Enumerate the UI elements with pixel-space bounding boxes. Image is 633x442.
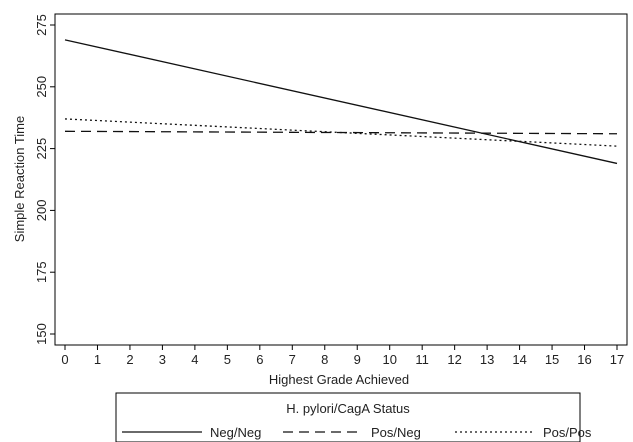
x-axis: 0 1 2 3 4 5 6 7 8 9 10 11 12 13 14 15 16 17	[61, 345, 624, 367]
legend-title: H. pylori/CagA Status	[286, 401, 410, 416]
y-axis: 150 175 200 225 250 275	[34, 14, 55, 345]
legend-box	[115, 392, 581, 442]
x-tick-label: 7	[289, 352, 296, 367]
plot-area	[54, 13, 628, 346]
y-tick-label: 250	[34, 76, 49, 98]
x-tick-label: 13	[480, 352, 494, 367]
y-tick-label: 175	[34, 261, 49, 283]
x-tick-label: 6	[256, 352, 263, 367]
x-tick-label: 11	[415, 352, 429, 367]
legend-label: Neg/Neg	[210, 425, 261, 440]
y-axis-title: Simple Reaction Time	[12, 116, 27, 242]
x-tick-label: 2	[126, 352, 133, 367]
y-tick-label: 200	[34, 200, 49, 222]
x-tick-label: 10	[382, 352, 396, 367]
x-tick-label: 1	[94, 352, 101, 367]
legend-label: Pos/Neg	[371, 425, 421, 440]
x-tick-label: 17	[610, 352, 624, 367]
series-group	[64, 39, 618, 165]
x-tick-label: 3	[159, 352, 166, 367]
x-tick-label: 4	[191, 352, 198, 367]
legend-items: Neg/Neg Pos/Neg Pos/Pos	[122, 425, 592, 440]
x-tick-label: 9	[354, 352, 361, 367]
x-tick-label: 15	[545, 352, 559, 367]
series-line-neg-neg	[64, 39, 618, 165]
x-axis-title: Highest Grade Achieved	[269, 372, 409, 387]
x-tick-label: 14	[512, 352, 526, 367]
x-tick-label: 16	[577, 352, 591, 367]
y-tick-label: 150	[34, 323, 49, 345]
x-tick-label: 0	[61, 352, 68, 367]
x-tick-label: 8	[321, 352, 328, 367]
x-tick-label: 5	[224, 352, 231, 367]
legend: H. pylori/CagA Status Neg/Neg Pos/Neg Pos/…	[115, 392, 592, 442]
series-line-pos-pos	[64, 118, 618, 147]
y-tick-label: 225	[34, 138, 49, 160]
x-tick-label: 12	[447, 352, 461, 367]
legend-label: Pos/Pos	[543, 425, 592, 440]
y-tick-label: 275	[34, 14, 49, 36]
